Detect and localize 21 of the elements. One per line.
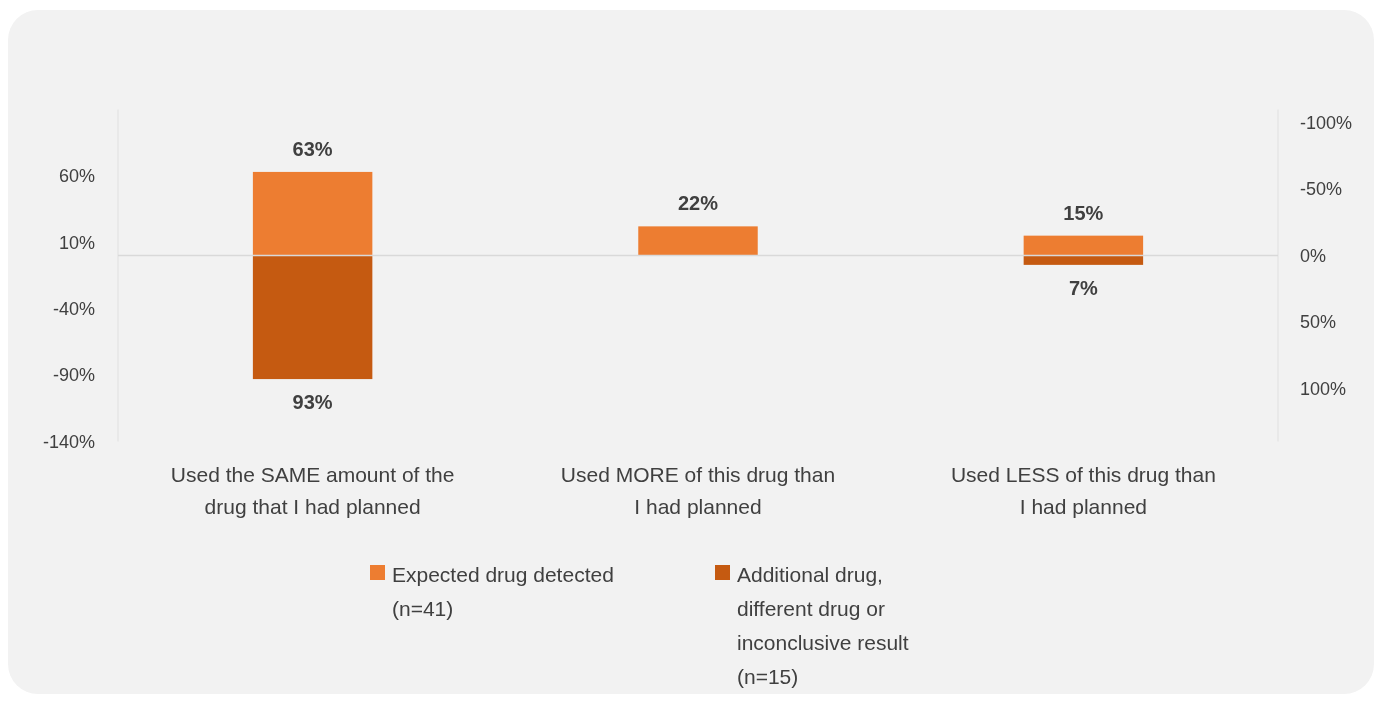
data-label: 63% [292, 137, 333, 160]
y-tick-label: -90% [52, 365, 95, 386]
bar [638, 226, 758, 256]
y2-tick-label: -50% [1300, 179, 1343, 200]
y-tick-label: 10% [58, 232, 95, 253]
y2-tick-label: 50% [1300, 312, 1337, 333]
x-tick-label: Used the SAME amount of the drug that I had planned [170, 463, 455, 518]
y2-tick-label: -100% [1300, 113, 1353, 134]
data-label: 15% [1063, 201, 1104, 224]
y2-tick-label: 0% [1300, 245, 1327, 266]
data-label: 22% [677, 192, 719, 215]
x-tick-label: Used LESS of this drug than I had planned [950, 463, 1216, 518]
x-tick-label: Used MORE of this drug than I had planned [560, 463, 836, 518]
data-label: 93% [292, 391, 333, 414]
y2-tick-label: 100% [1300, 378, 1347, 399]
legend-label: Additional drug, different drug or inconclusive result (n=15) [737, 563, 909, 688]
data-label: 7% [1068, 276, 1099, 299]
y-tick-label: -40% [52, 299, 95, 319]
y-tick-label: -140% [42, 431, 95, 452]
y-tick-label: 60% [58, 166, 95, 187]
legend-label: Expected drug detected (n=41) [392, 563, 614, 620]
